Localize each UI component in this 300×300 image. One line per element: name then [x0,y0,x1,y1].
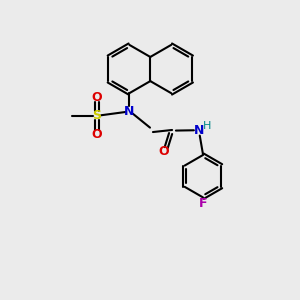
Text: F: F [199,197,207,210]
Text: S: S [92,109,101,122]
Text: N: N [194,124,204,137]
Text: H: H [203,121,212,131]
Text: O: O [92,128,102,141]
Text: O: O [158,145,169,158]
Text: N: N [124,105,135,118]
Text: O: O [92,91,102,104]
